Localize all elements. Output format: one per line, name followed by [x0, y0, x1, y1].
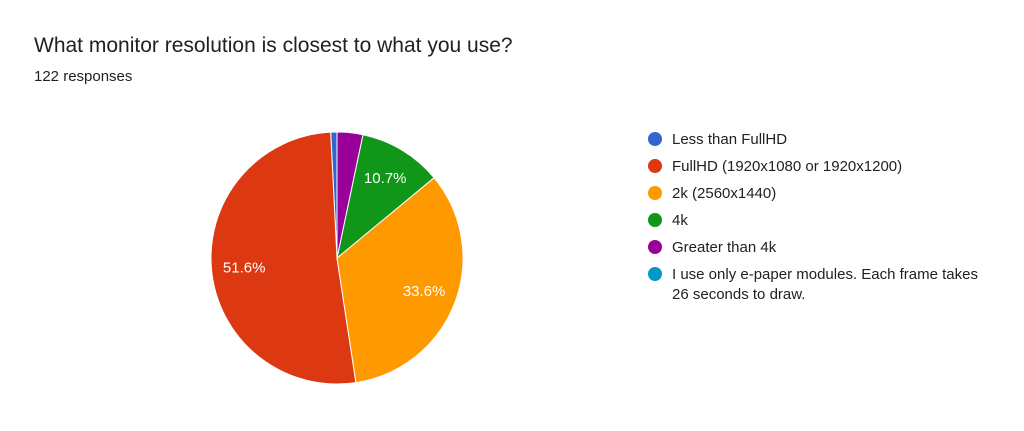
- pie-slice-3[interactable]: [336, 134, 435, 260]
- slice-data-label-1: 51.6%: [223, 259, 266, 276]
- legend-swatch: [648, 240, 662, 254]
- legend-label: Less than FullHD: [672, 131, 788, 148]
- pie-slice-4[interactable]: [336, 131, 364, 259]
- legend-item-4k[interactable]: 4k: [648, 211, 1008, 231]
- legend-swatch: [648, 132, 662, 146]
- slice-data-label-3: 10.7%: [364, 170, 407, 187]
- pie-slice-1[interactable]: [210, 131, 357, 385]
- legend-label: Greater than 4k: [672, 239, 777, 256]
- legend-swatch: [648, 267, 662, 281]
- legend-item-2k[interactable]: 2k (2560x1440): [648, 184, 1008, 204]
- response-count: 122 responses: [34, 68, 133, 85]
- pie-chart: 51.6% 33.6% 10.7%: [210, 131, 464, 385]
- legend-swatch: [648, 159, 662, 173]
- legend-item-e-paper[interactable]: I use only e-paper modules. Each frame t…: [648, 265, 1008, 305]
- legend-swatch: [648, 186, 662, 200]
- legend-label: 4k: [672, 212, 688, 229]
- legend-label: I use only e-paper modules. Each frame t…: [672, 266, 978, 303]
- chart-legend: Less than FullHD FullHD (1920x1080 or 19…: [648, 130, 1008, 312]
- chart-title: What monitor resolution is closest to wh…: [34, 34, 513, 57]
- legend-item-greater-than-4k[interactable]: Greater than 4k: [648, 238, 1008, 258]
- slice-data-label-2: 33.6%: [403, 283, 446, 300]
- legend-label: FullHD (1920x1080 or 1920x1200): [672, 158, 903, 175]
- legend-swatch: [648, 213, 662, 227]
- legend-item-fullhd[interactable]: FullHD (1920x1080 or 1920x1200): [648, 157, 1008, 177]
- legend-label: 2k (2560x1440): [672, 185, 777, 202]
- pie-slice-2[interactable]: [336, 176, 464, 384]
- legend-item-less-than-fullhd[interactable]: Less than FullHD: [648, 130, 1008, 150]
